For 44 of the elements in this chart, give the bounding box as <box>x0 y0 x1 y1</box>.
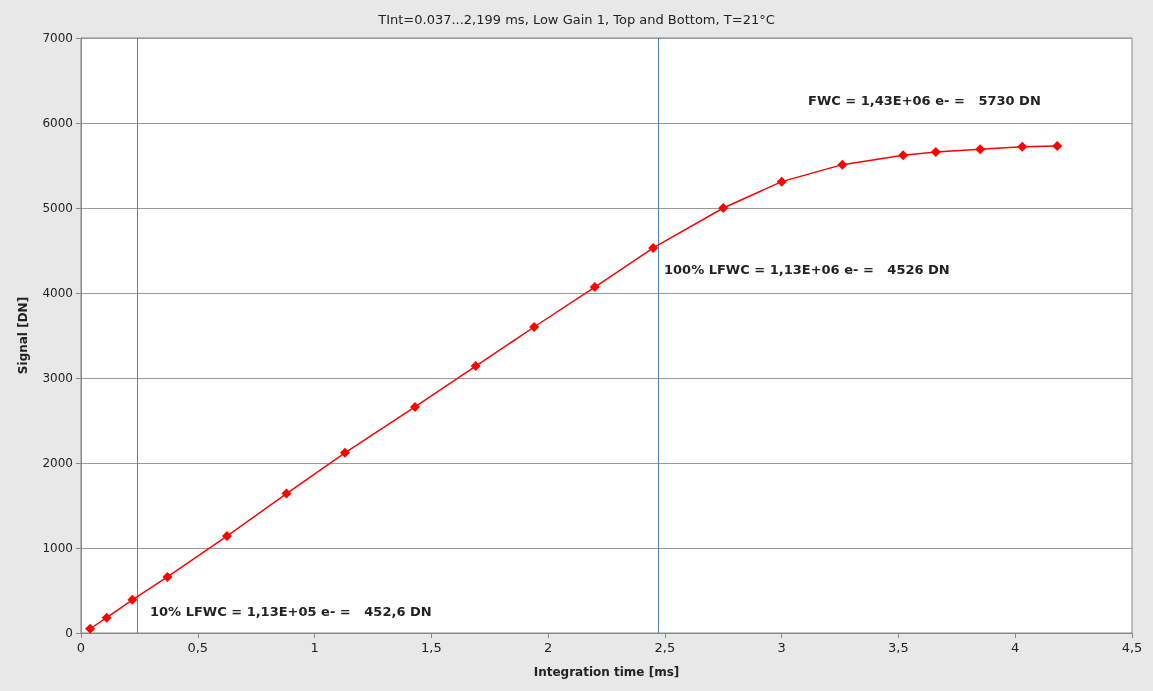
point <box>339 447 350 458</box>
point <box>589 282 600 293</box>
point <box>127 594 138 605</box>
x-tick-label: 1,5 <box>420 640 442 655</box>
point <box>85 623 96 634</box>
annotation: FWC = 1,43E+06 e- = 5730 DN <box>808 93 1041 108</box>
point <box>221 531 232 542</box>
point <box>837 159 848 170</box>
y-tick-label: 3000 <box>42 371 73 385</box>
x-tick-label: 0,5 <box>187 640 209 655</box>
point <box>162 571 173 582</box>
y-tick-label: 5000 <box>42 201 73 215</box>
y-tick-label: 7000 <box>42 31 73 45</box>
y-tick-label: 4000 <box>42 286 73 300</box>
x-tick-label: 1 <box>310 640 319 655</box>
point <box>648 242 659 253</box>
point <box>409 401 420 412</box>
point <box>101 612 112 623</box>
x-tick-label: 2 <box>543 640 553 655</box>
point <box>470 361 481 372</box>
point <box>776 176 787 187</box>
point <box>898 150 909 161</box>
x-tick-label: 0 <box>76 640 86 655</box>
y-tick-label: 1000 <box>42 541 73 555</box>
point <box>529 322 540 332</box>
point <box>930 146 941 157</box>
point <box>1052 140 1063 151</box>
x-tick-label: 4,5 <box>1121 640 1143 655</box>
point <box>1017 141 1028 152</box>
chart-title: TInt=0.037...2,199 ms, Low Gain 1, Top and Bottom, T=21°C <box>377 12 775 27</box>
annotation: 10% LFWC = 1,13E+05 e- = 452,6 DN <box>150 604 432 619</box>
x-tick-label: 3 <box>777 640 786 655</box>
point <box>281 488 292 499</box>
y-tick-label: 2000 <box>42 456 73 470</box>
y-tick-label: 0 <box>65 626 73 640</box>
y-tick-label: 6000 <box>42 116 73 130</box>
x-tick-label: 4 <box>1011 640 1020 655</box>
x-tick-label: 2,5 <box>654 640 676 655</box>
point <box>718 203 729 213</box>
annotation: 100% LFWC = 1,13E+06 e- = 4526 DN <box>664 262 950 277</box>
x-axis-title: Integration time [ms] <box>533 665 680 679</box>
x-tick-label: 3,5 <box>888 640 909 655</box>
y-axis-title: Signal [DN] <box>16 296 30 375</box>
point <box>975 144 986 155</box>
